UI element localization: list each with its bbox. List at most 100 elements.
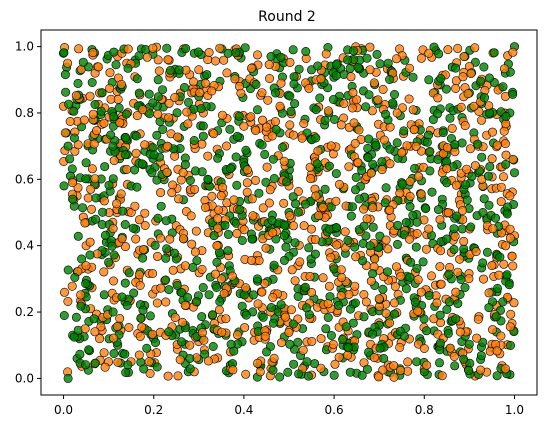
scatter-point	[134, 215, 144, 225]
scatter-point	[107, 241, 117, 251]
scatter-point	[451, 84, 461, 94]
scatter-point	[445, 113, 455, 123]
scatter-point	[104, 180, 114, 190]
scatter-point	[165, 234, 175, 244]
scatter-point	[499, 64, 509, 74]
scatter-point	[383, 244, 393, 254]
scatter-point	[326, 330, 336, 340]
scatter-point	[424, 224, 434, 234]
scatter-point	[202, 70, 212, 80]
scatter-point	[402, 141, 412, 151]
y-tick-label: 0.0	[15, 371, 34, 385]
scatter-point	[502, 209, 512, 219]
scatter-point	[363, 153, 373, 163]
scatter-point	[139, 245, 149, 255]
scatter-point	[156, 201, 166, 211]
scatter-point	[391, 262, 401, 272]
scatter-point	[63, 58, 73, 68]
scatter-point	[385, 205, 395, 215]
scatter-point	[203, 174, 213, 184]
scatter-point	[321, 324, 331, 334]
scatter-point	[447, 123, 457, 133]
scatter-point	[76, 301, 86, 311]
scatter-point	[378, 84, 388, 94]
scatter-point	[269, 260, 279, 270]
scatter-point	[108, 141, 118, 151]
scatter-point	[207, 86, 217, 96]
scatter-point	[391, 54, 401, 64]
scatter-point	[212, 241, 222, 251]
scatter-point	[279, 255, 289, 265]
scatter-point	[483, 171, 493, 181]
scatter-point	[178, 168, 188, 178]
scatter-point	[60, 128, 70, 138]
scatter-point	[253, 299, 263, 309]
scatter-point	[222, 141, 232, 151]
scatter-point	[459, 236, 469, 246]
scatter-point	[164, 327, 174, 337]
scatter-point	[492, 283, 502, 293]
scatter-point	[404, 94, 414, 104]
scatter-point	[69, 106, 79, 116]
scatter-point	[87, 164, 97, 174]
scatter-point	[267, 131, 277, 141]
scatter-point	[222, 68, 232, 78]
scatter-point	[263, 95, 273, 105]
scatter-point	[406, 257, 416, 267]
scatter-point	[303, 371, 313, 381]
scatter-point	[368, 203, 378, 213]
scatter-point	[435, 338, 445, 348]
scatter-point	[389, 361, 399, 371]
scatter-point	[422, 137, 432, 147]
scatter-point	[462, 195, 472, 205]
scatter-point	[210, 56, 220, 66]
scatter-point	[75, 349, 85, 359]
scatter-point	[214, 205, 224, 215]
scatter-point	[435, 310, 445, 320]
scatter-point	[436, 246, 446, 256]
scatter-point	[197, 264, 207, 274]
scatter-point	[460, 121, 470, 131]
scatter-point	[385, 318, 395, 328]
scatter-point	[389, 298, 399, 308]
scatter-point	[307, 287, 317, 297]
scatter-point	[95, 334, 105, 344]
scatter-point	[153, 213, 163, 223]
scatter-point	[276, 300, 286, 310]
scatter-point	[199, 335, 209, 345]
scatter-point	[372, 49, 382, 59]
scatter-point	[76, 290, 86, 300]
scatter-point	[434, 49, 444, 59]
scatter-point	[375, 343, 385, 353]
scatter-point	[330, 359, 340, 369]
scatter-point	[67, 281, 77, 291]
scatter-point	[300, 282, 310, 292]
scatter-point	[338, 334, 348, 344]
scatter-point	[337, 272, 347, 282]
scatter-point	[349, 118, 359, 128]
scatter-point	[320, 184, 330, 194]
scatter-point	[90, 100, 100, 110]
scatter-point	[507, 251, 517, 261]
scatter-point	[266, 51, 276, 61]
scatter-point	[326, 141, 336, 151]
scatter-point	[134, 350, 144, 360]
scatter-point	[459, 354, 469, 364]
scatter-point	[436, 279, 446, 289]
scatter-point	[496, 182, 506, 192]
scatter-point	[478, 258, 488, 268]
scatter-point	[357, 166, 367, 176]
scatter-point	[389, 372, 399, 382]
y-tick-label: 0.8	[15, 106, 34, 120]
scatter-point	[108, 307, 118, 317]
scatter-point	[138, 305, 148, 315]
scatter-point	[484, 288, 494, 298]
scatter-point	[87, 204, 97, 214]
scatter-point	[350, 139, 360, 149]
scatter-point	[365, 241, 375, 251]
scatter-point	[453, 43, 463, 53]
scatter-point	[193, 47, 203, 57]
scatter-point	[304, 83, 314, 93]
scatter-point	[122, 300, 132, 310]
scatter-point	[61, 87, 71, 97]
